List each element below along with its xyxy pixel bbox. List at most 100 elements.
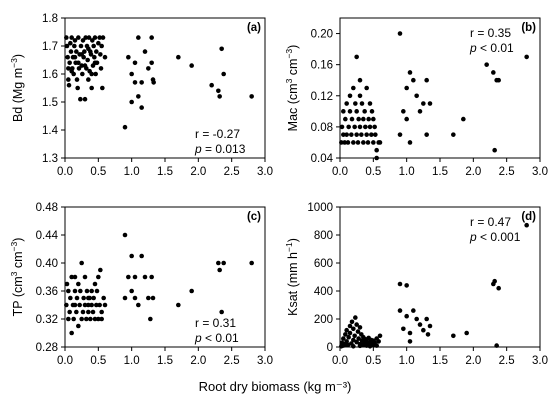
data-point: [361, 116, 366, 122]
x-tick-label: 1.0: [399, 166, 415, 178]
panel-label: (d): [521, 211, 536, 223]
data-point: [66, 66, 71, 71]
data-point: [354, 322, 359, 327]
data-point: [352, 124, 357, 130]
data-point: [146, 66, 151, 71]
data-point: [77, 302, 82, 308]
data-point: [99, 316, 104, 322]
panel-c: 0.0 0.5 1.0 1.5 2.0 2.5 3.0 0.28 0.32 0.36 0.40 0.4…: [9, 202, 273, 367]
data-point: [84, 288, 90, 294]
x-tick-label: 3.0: [532, 355, 548, 367]
data-point: [404, 116, 409, 122]
data-point: [349, 319, 355, 325]
data-point: [361, 140, 366, 145]
data-point: [64, 302, 69, 308]
data-point: [355, 329, 361, 334]
data-point: [149, 274, 154, 280]
data-point: [344, 327, 349, 333]
data-point: [353, 101, 358, 106]
data-point: [343, 116, 348, 122]
data-point: [189, 63, 194, 68]
data-point: [93, 71, 98, 77]
data-point: [74, 295, 80, 301]
data-point: [494, 343, 499, 348]
data-point: [89, 71, 94, 77]
data-point: [424, 316, 429, 322]
data-point: [407, 339, 413, 344]
data-point: [339, 140, 344, 145]
data-point: [353, 315, 358, 320]
data-point: [92, 35, 98, 40]
data-point: [496, 285, 501, 291]
x-tick-label: 3.0: [257, 355, 273, 367]
data-point: [341, 109, 346, 114]
data-point: [92, 281, 98, 287]
data-point: [78, 288, 83, 294]
data-point: [216, 260, 221, 266]
data-point: [83, 35, 88, 40]
data-point: [72, 302, 78, 308]
x-tick-label: 0.5: [365, 166, 381, 178]
x-tick-label: 3.0: [257, 166, 273, 178]
data-point: [216, 88, 221, 94]
data-point: [71, 316, 76, 322]
data-point: [82, 274, 88, 280]
data-point: [98, 52, 103, 57]
data-point: [355, 140, 361, 145]
data-point: [86, 302, 91, 308]
data-point: [98, 66, 104, 71]
data-point: [407, 70, 413, 75]
data-point: [417, 109, 423, 114]
data-point: [94, 49, 99, 54]
data-point: [148, 316, 153, 322]
y-tick-label: 200: [314, 314, 333, 326]
panel-b: 0.0 0.5 1.0 1.5 2.0 2.5 3.0 0.04 0.08 0.12 0.16 0.2…: [284, 17, 548, 178]
data-point: [132, 295, 138, 301]
p-value: p = 0.013: [194, 142, 246, 156]
y-tick-label: 0: [327, 342, 333, 354]
data-point: [66, 77, 71, 82]
data-point: [69, 68, 74, 74]
data-point: [75, 85, 80, 91]
data-point: [86, 309, 91, 315]
data-point: [102, 54, 108, 60]
data-point: [354, 132, 359, 137]
data-point: [129, 288, 134, 294]
data-point: [362, 109, 367, 114]
data-point: [92, 60, 98, 66]
data-point: [129, 99, 134, 105]
data-point: [349, 116, 355, 122]
data-point: [97, 35, 102, 40]
data-point: [81, 295, 86, 301]
data-point: [99, 309, 104, 315]
x-tick-label: 2.0: [190, 166, 206, 178]
data-point: [65, 54, 70, 60]
panel-d: 0.0 0.5 1.0 1.5 2.0 2.5 3.0 0 200 400 600 800 1000 Ks…: [284, 202, 548, 367]
data-point: [79, 52, 84, 57]
data-point: [82, 96, 88, 102]
y-axis-label: Ksat (mm h−1): [284, 238, 300, 316]
data-point: [132, 274, 138, 280]
data-point: [176, 54, 181, 60]
data-point: [64, 35, 69, 40]
data-point: [407, 140, 413, 145]
data-point: [88, 52, 94, 57]
data-point: [76, 60, 81, 66]
data-point: [66, 316, 71, 322]
data-point: [79, 316, 84, 322]
panel-a: 0.0 0.5 1.0 1.5 2.0 2.5 3.0 1.3 1.4 1.5 1.6 1.7 1.8 B…: [9, 13, 273, 178]
data-point: [341, 336, 346, 341]
data-point: [86, 35, 92, 40]
y-tick-label: 400: [314, 286, 333, 298]
y-axis-label: Bd (Mg m−3): [9, 54, 25, 122]
x-tick-label: 3.0: [532, 166, 548, 178]
data-point: [221, 71, 226, 77]
data-point: [79, 63, 84, 68]
data-point: [136, 302, 141, 308]
data-point: [151, 80, 156, 85]
data-point: [84, 316, 89, 322]
p-value: p < 0.001: [469, 230, 521, 244]
data-point: [374, 155, 379, 161]
data-point: [357, 325, 363, 330]
data-point: [461, 116, 466, 122]
